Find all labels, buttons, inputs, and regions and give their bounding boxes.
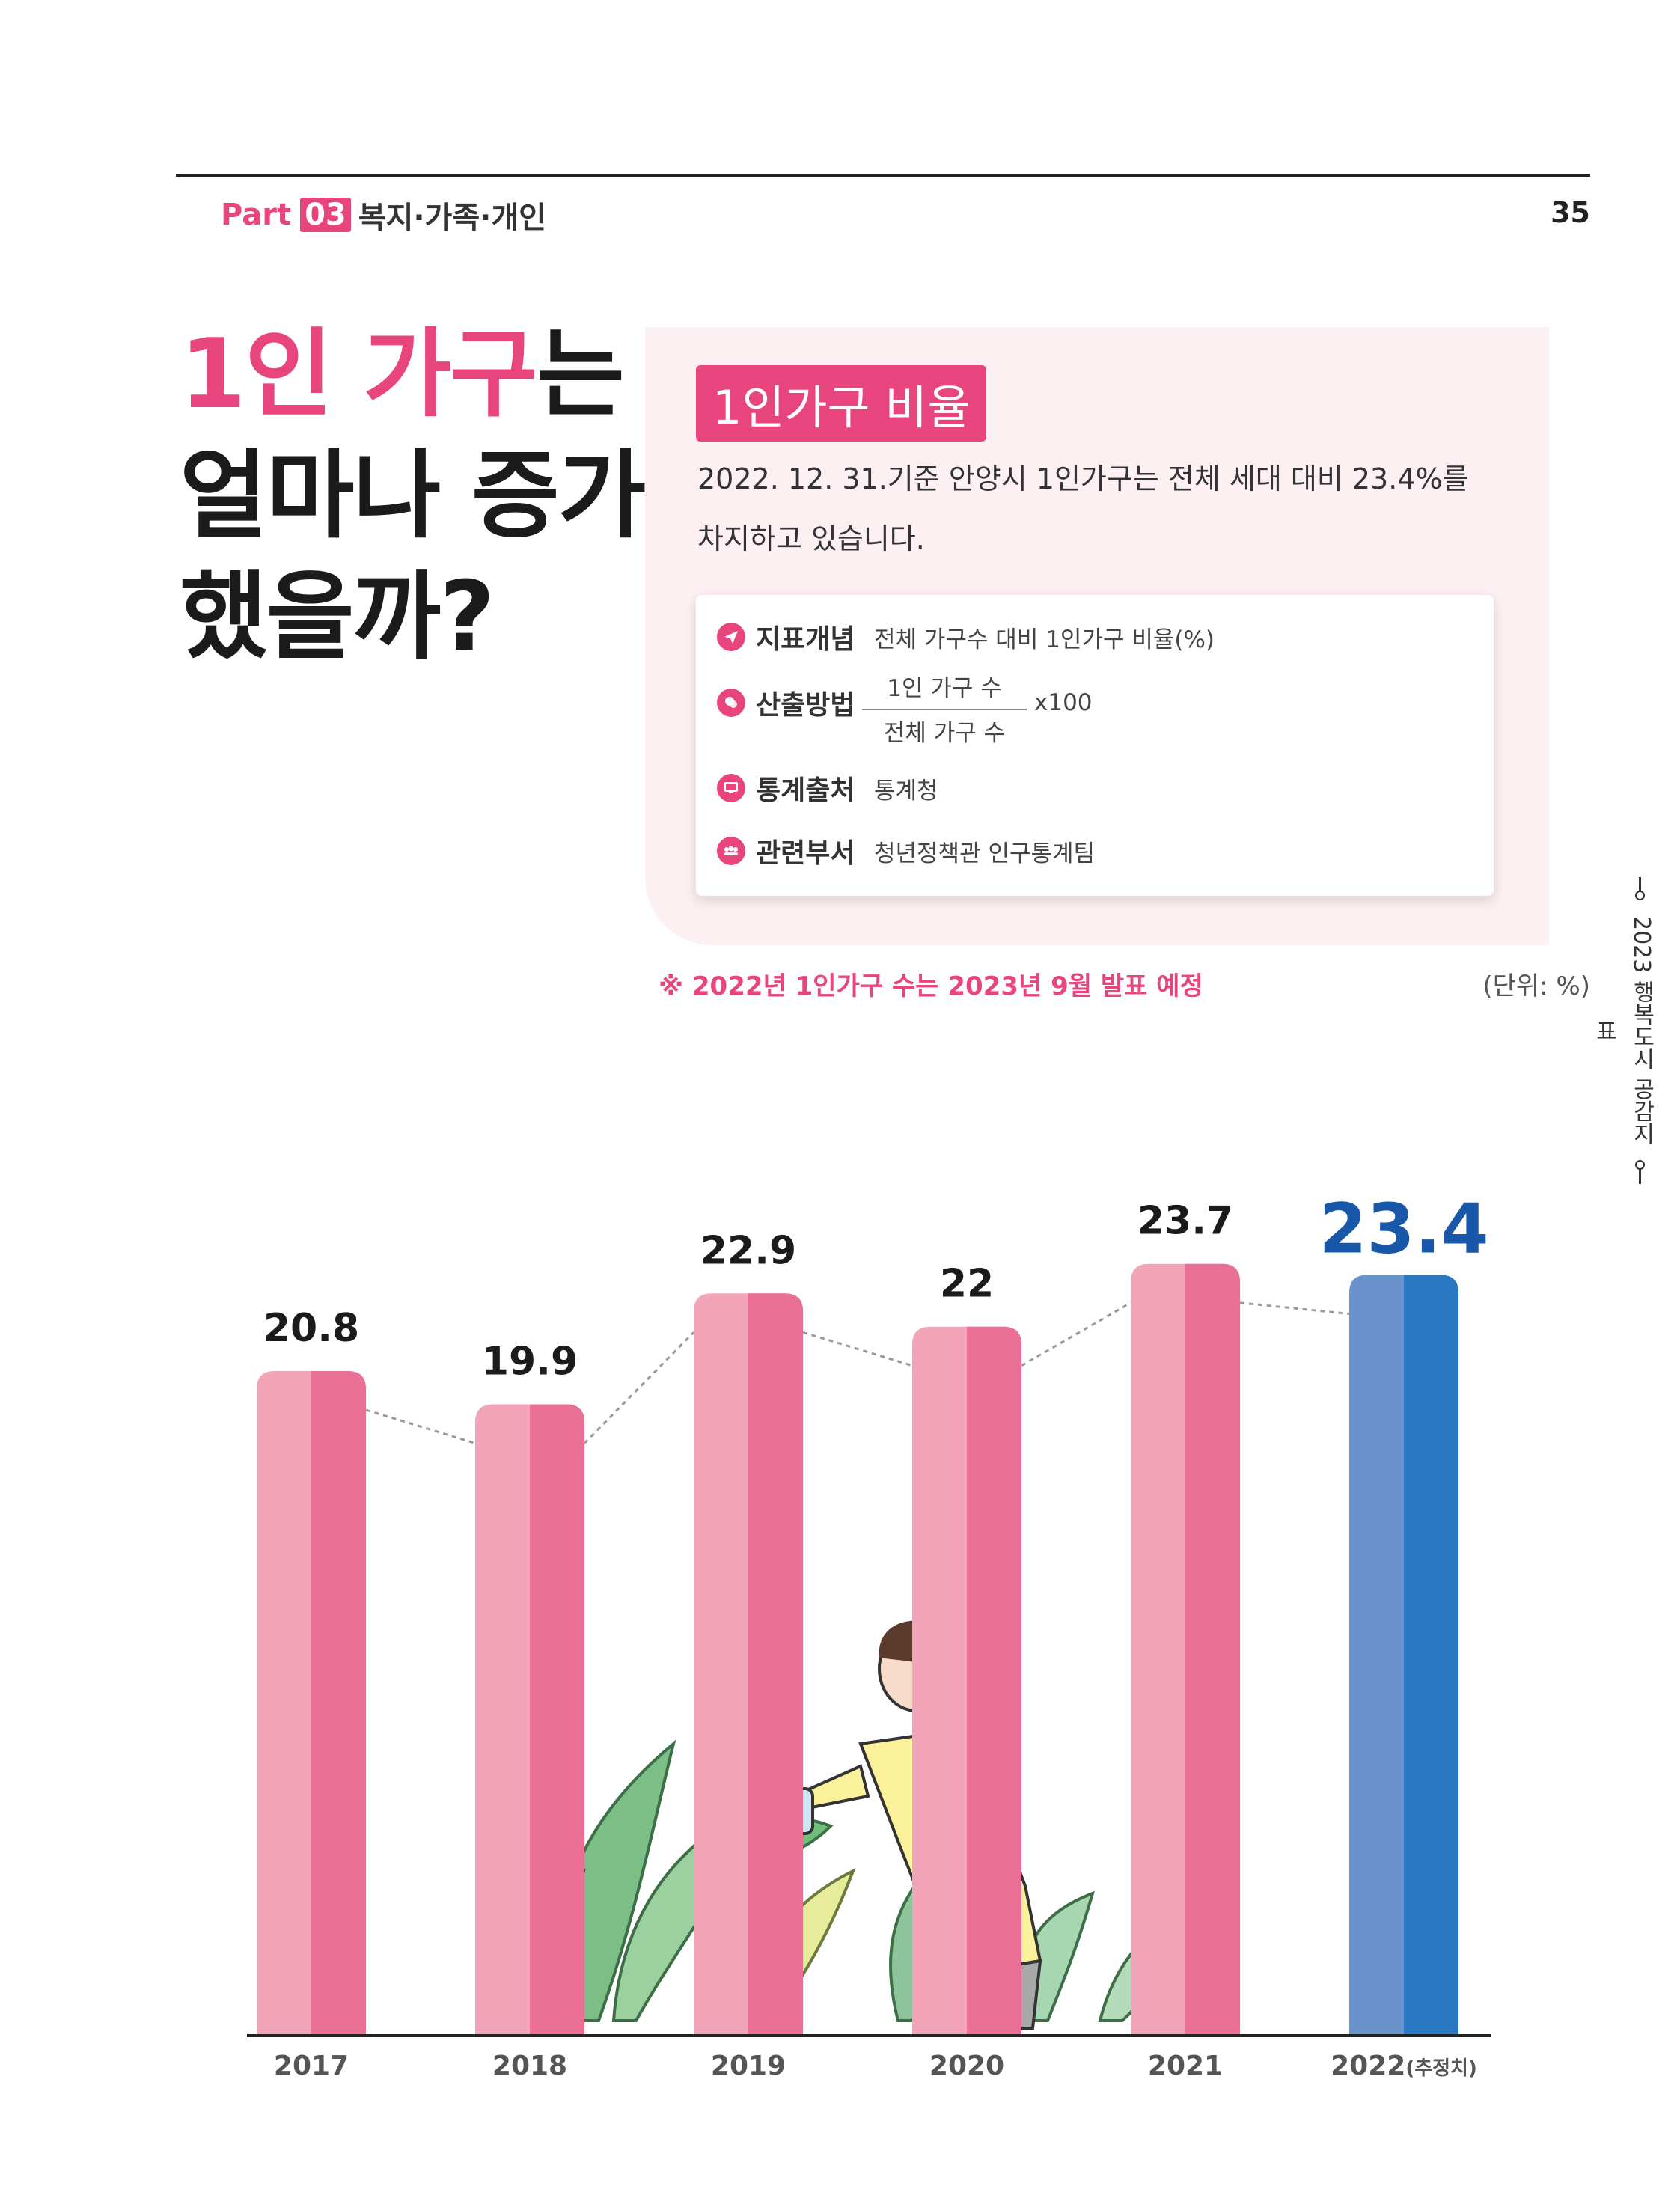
bar-shade: [530, 1404, 584, 2034]
trend-segment: [365, 1408, 476, 1444]
value-label: 19.9: [482, 1339, 578, 1384]
category-label: 2022(추정치): [1331, 2051, 1477, 2081]
trend-segment: [802, 1331, 913, 1367]
part-title: 복지·가족·개인: [358, 201, 546, 235]
bar-2021: [1131, 1263, 1240, 2034]
bar-shade: [311, 1371, 366, 2034]
formula-numerator: 1인 가구 수: [887, 675, 1002, 702]
people-icon: [717, 837, 745, 865]
category-label: 2017: [274, 2051, 349, 2081]
paper-plane-icon: [717, 623, 745, 651]
bar-2022: [1349, 1275, 1458, 2034]
title-line1-rest: 는: [536, 319, 625, 430]
info-row-method: 산출방법: [717, 683, 865, 722]
info-row-value: 청년정책관 인구통계팀: [874, 840, 1096, 867]
part-header: Part 03 복지·가족·개인: [221, 193, 546, 236]
monitor-icon: [717, 774, 745, 802]
value-label: 22.9: [700, 1228, 796, 1273]
info-description: 2022. 12. 31.기준 안양시 1인가구는 전체 세대 대비 23.4%…: [697, 449, 1521, 569]
category-label: 2018: [492, 2051, 567, 2081]
bars-layer: [257, 1263, 1458, 2034]
page-number: 35: [1551, 196, 1590, 229]
part-number-badge: 03: [300, 198, 351, 232]
trend-segment: [583, 1331, 695, 1444]
labels-layer: 20.8 2017 19.9 2018 22.9 2019 22 2020 23.7 2021 23…: [263, 1189, 1489, 2081]
info-desc-line1: 2022. 12. 31.기준 안양시 1인가구는 전체 세대 대비 23.4%…: [697, 463, 1469, 495]
chat-bubble-icon: [717, 689, 745, 717]
info-row-label: 산출방법: [756, 690, 855, 721]
trend-segment: [1239, 1301, 1350, 1316]
part-word: Part: [221, 198, 292, 232]
formula-fraction: 1인 가구 수 전체 가구 수: [862, 673, 1027, 749]
formula-denominator: 전체 가구 수: [883, 720, 1006, 747]
footnote: ※ 2022년 1인가구 수는 2023년 9월 발표 예정: [659, 971, 1203, 1001]
top-rule: [176, 174, 1590, 177]
side-label-text: 2023 행복도시 공감지표: [1591, 916, 1655, 1145]
info-heading: 1인가구 비율: [696, 365, 987, 442]
title-highlight: 1인 가구: [180, 319, 538, 430]
value-label: 23.7: [1137, 1199, 1233, 1244]
value-label: 23.4: [1319, 1189, 1489, 1269]
trend-line-layer: [365, 1301, 1350, 1444]
fraction-bar: [862, 709, 1027, 710]
bar-2019: [694, 1293, 803, 2034]
info-row-value: 전체 가구수 대비 1인가구 비율(%): [874, 626, 1215, 653]
title-line3: 했을까?: [180, 561, 495, 673]
info-row-source: 통계출처 통계청: [717, 769, 938, 808]
info-row-label: 지표개념: [756, 624, 855, 655]
title-line2: 얼마나 증가: [180, 440, 646, 552]
trend-segment: [1021, 1301, 1131, 1367]
category-suffix: (추정치): [1405, 2057, 1477, 2080]
info-row-label: 통계출처: [756, 775, 855, 806]
bar-2017: [257, 1371, 366, 2034]
info-row-label: 관련부서: [756, 838, 855, 869]
side-label: 2023 행복도시 공감지표: [1591, 877, 1660, 1184]
info-row-concept: 지표개념 전체 가구수 대비 1인가구 비율(%): [717, 617, 1215, 656]
plant-illustration: [506, 1620, 1215, 2030]
bar-shade: [967, 1326, 1021, 2034]
info-card: 지표개념 전체 가구수 대비 1인가구 비율(%) 산출방법 1인 가구 수 전…: [696, 595, 1494, 896]
bar-shade: [748, 1293, 803, 2034]
page-title: 1인 가구는 얼마나 증가 했을까?: [180, 314, 646, 678]
unit-label: (단위: %): [1482, 971, 1590, 1001]
info-row-department: 관련부서 청년정책관 인구통계팀: [717, 831, 1095, 870]
category-label: 2020: [929, 2051, 1004, 2081]
bar-2018: [475, 1404, 584, 2034]
info-desc-line2: 차지하고 있습니다.: [697, 522, 925, 555]
category-label: 2019: [711, 2051, 786, 2081]
bar-shade: [1404, 1275, 1458, 2034]
bar-shade: [1185, 1263, 1240, 2034]
category-label: 2021: [1148, 2051, 1223, 2081]
pin-icon: [1635, 1160, 1645, 1184]
formula-multiplier: x100: [1034, 689, 1093, 716]
info-row-value: 통계청: [874, 777, 938, 805]
bar-2020: [912, 1326, 1021, 2034]
value-label: 22: [940, 1262, 994, 1307]
value-label: 20.8: [263, 1306, 359, 1351]
pin-icon: [1635, 877, 1645, 900]
